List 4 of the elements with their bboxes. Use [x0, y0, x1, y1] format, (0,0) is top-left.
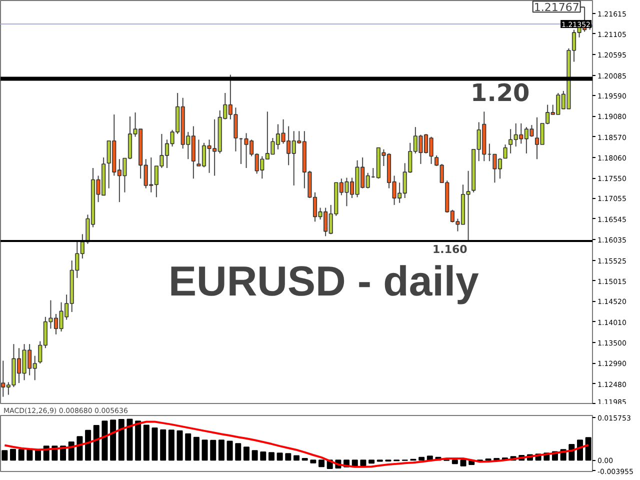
ref-line-label: 1.160 — [432, 243, 468, 256]
text: EURUSD - daily — [168, 258, 480, 304]
annotation: 1.21767 — [534, 1, 580, 14]
ref-line-label: 1.20 — [470, 78, 530, 107]
